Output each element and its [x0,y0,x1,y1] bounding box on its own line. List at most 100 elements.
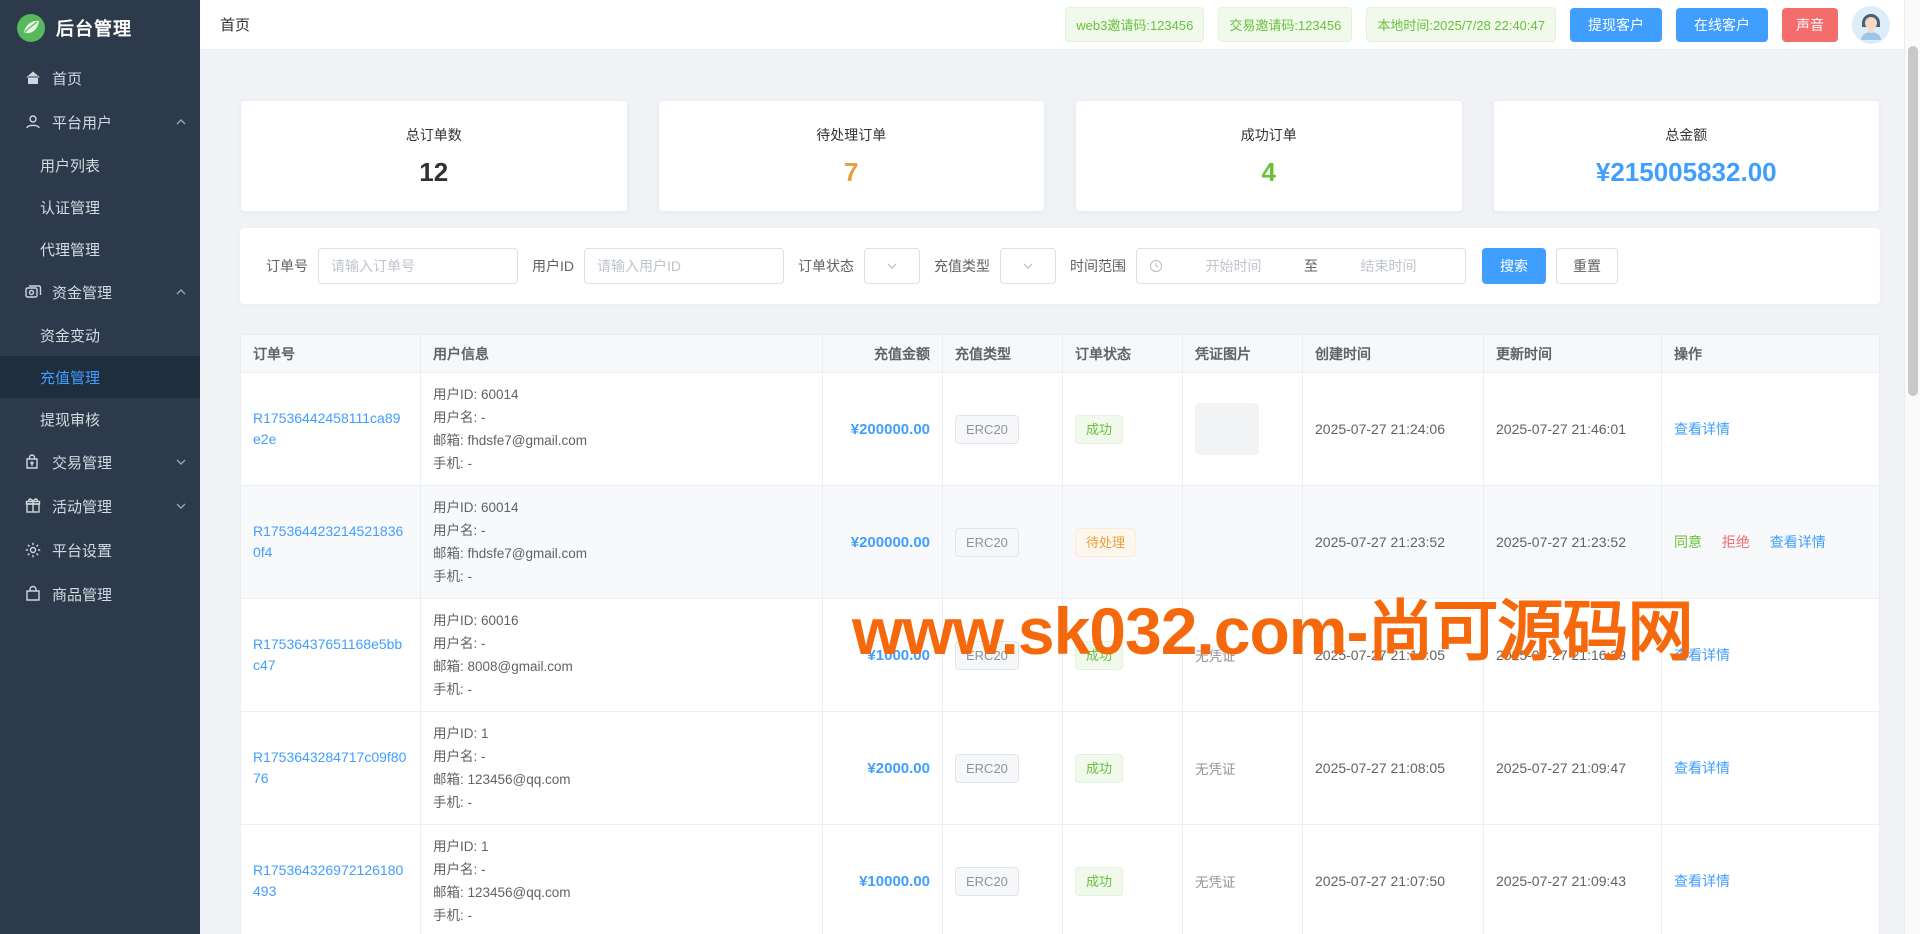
amount-text: ¥2000.00 [867,759,930,777]
view-detail-link[interactable]: 查看详情 [1769,534,1826,550]
order-id-link[interactable]: R1753644232145218360f4 [253,523,404,560]
avatar-image [1852,5,1890,44]
shopping-bag-icon [24,585,42,603]
recharge-type-select[interactable] [1000,248,1056,284]
amount-text: ¥10000.00 [859,872,930,890]
col-updated: 更新时间 [1483,334,1662,373]
local-time-badge: 本地时间:2025/7/28 22:40:47 [1366,7,1556,42]
user-info: 用户ID: 1 用户名: - 邮箱: 123456@qq.com 手机: - [433,722,810,814]
order-id-link[interactable]: R1753643284717c09f8076 [253,749,407,786]
orders-table-panel: 订单号 用户信息 充值金额 充值类型 订单状态 凭证图片 创建时间 更新时间 操… [240,334,1880,934]
status-badge: 成功 [1075,866,1124,896]
sidebar-item-trade-mgmt[interactable]: 交易管理 [0,440,200,484]
home-icon [24,69,42,87]
sidebar-item-recharge-mgmt[interactable]: 充值管理 [0,356,200,398]
user-id-input[interactable] [584,248,784,284]
avatar[interactable] [1852,5,1890,44]
user-id-text: 用户ID: 60016 [433,613,519,628]
no-voucher-text: 无凭证 [1195,649,1236,664]
sidebar-item-label: 资金管理 [52,284,113,302]
order-no-input[interactable] [318,248,518,284]
sound-button[interactable]: 声音 [1782,7,1838,42]
sidebar-item-platform-settings[interactable]: 平台设置 [0,528,200,572]
user-email-text: 邮箱: 123456@qq.com [433,772,571,787]
start-time-placeholder: 开始时间 [1205,258,1262,274]
sidebar-item-home[interactable]: 首页 [0,56,200,100]
user-email-text: 邮箱: 123456@qq.com [433,885,571,900]
order-id-link[interactable]: R17536442458111ca89e2e [253,410,401,447]
status-badge: 待处理 [1075,527,1137,557]
time-range-picker[interactable]: 开始时间 至 结束时间 [1136,248,1466,284]
withdraw-customer-button[interactable]: 提现客户 [1570,7,1662,42]
main-area: 首页 web3邀请码:123456 交易邀请码:123456 本地时间:2025… [200,0,1920,934]
end-time-placeholder: 结束时间 [1360,258,1417,274]
logo-row: 后台管理 [0,0,200,56]
scrollbar-thumb[interactable] [1908,46,1918,396]
sidebar-item-fund-mgmt[interactable]: 资金管理 [0,270,200,314]
user-name-text: 用户名: - [433,636,486,651]
recharge-type-tag: ERC20 [955,753,1019,783]
stat-card-total-amount: 总金额 ¥215005832.00 [1492,100,1880,212]
app-title: 后台管理 [56,19,132,39]
sidebar-item-platform-user[interactable]: 平台用户 [0,100,200,144]
page-scrollbar[interactable] [1904,0,1920,934]
view-detail-link[interactable]: 查看详情 [1674,647,1730,663]
chevron-up-icon [176,287,186,297]
table-row: R17536442458111ca89e2e 用户ID: 60014 用户名: … [240,372,1880,486]
sidebar-item-activity-mgmt[interactable]: 活动管理 [0,484,200,528]
user-name-text: 用户名: - [433,862,486,877]
table-row: R175364326972126180493 用户ID: 1 用户名: - 邮箱… [240,824,1880,934]
topbar-right: web3邀请码:123456 交易邀请码:123456 本地时间:2025/7/… [1065,5,1890,44]
sidebar-item-label: 活动管理 [52,498,113,516]
user-info: 用户ID: 60014 用户名: - 邮箱: fhdsfe7@gmail.com… [433,496,810,588]
amount-text: ¥1000.00 [867,646,930,664]
view-detail-link[interactable]: 查看详情 [1674,421,1730,437]
order-id-link[interactable]: R17536437651168e5bbc47 [253,636,403,673]
stat-label: 待处理订单 [816,126,887,143]
status-badge: 成功 [1075,640,1124,670]
order-status-select[interactable] [864,248,920,284]
approve-link[interactable]: 同意 [1674,534,1702,550]
reset-button[interactable]: 重置 [1556,248,1618,284]
sidebar-item-user-list[interactable]: 用户列表 [40,157,101,175]
amount-text: ¥200000.00 [850,420,930,438]
user-icon [24,113,42,131]
user-name-text: 用户名: - [433,749,486,764]
user-phone-text: 手机: - [433,456,472,471]
online-customer-button[interactable]: 在线客户 [1676,7,1768,42]
breadcrumb[interactable]: 首页 [220,17,251,34]
voucher-image[interactable] [1195,403,1259,455]
clock-icon [1149,259,1163,273]
table-header-row: 订单号 用户信息 充值金额 充值类型 订单状态 凭证图片 创建时间 更新时间 操… [240,334,1880,373]
search-button[interactable]: 搜索 [1482,248,1546,284]
reject-link[interactable]: 拒绝 [1721,534,1750,550]
order-status-label: 订单状态 [798,258,854,274]
created-time: 2025-07-27 21:16:05 [1302,598,1484,712]
sidebar-item-label: 商品管理 [52,586,113,604]
user-phone-text: 手机: - [433,795,472,810]
view-detail-link[interactable]: 查看详情 [1674,873,1730,889]
stat-value: 4 [1261,156,1276,187]
sidebar-item-goods-mgmt[interactable]: 商品管理 [0,572,200,616]
no-voucher-text: 无凭证 [1195,762,1236,777]
chevron-down-icon [887,263,897,269]
order-no-label: 订单号 [266,258,308,274]
web3-invite-code-badge: web3邀请码:123456 [1065,7,1205,42]
stat-value: 7 [844,156,859,187]
recharge-type-tag: ERC20 [955,414,1019,444]
sidebar-item-agent-mgmt[interactable]: 代理管理 [40,241,101,259]
sidebar-item-withdraw-audit[interactable]: 提现审核 [40,411,101,429]
order-id-link[interactable]: R175364326972126180493 [253,862,404,899]
view-detail-link[interactable]: 查看详情 [1674,760,1730,776]
chevron-up-icon [176,117,186,127]
sidebar-item-fund-change[interactable]: 资金变动 [40,327,101,345]
updated-time: 2025-07-27 21:23:52 [1483,485,1662,599]
user-info: 用户ID: 60014 用户名: - 邮箱: fhdsfe7@gmail.com… [433,383,810,475]
user-id-text: 用户ID: 1 [433,839,489,854]
sidebar-item-auth-mgmt[interactable]: 认证管理 [40,199,101,217]
updated-time: 2025-07-27 21:09:47 [1483,711,1662,825]
chevron-down-icon [1023,263,1033,269]
stat-label: 总订单数 [405,126,462,143]
user-info: 用户ID: 1 用户名: - 邮箱: 123456@qq.com 手机: - [433,835,810,927]
table-row: R1753644232145218360f4 用户ID: 60014 用户名: … [240,485,1880,599]
